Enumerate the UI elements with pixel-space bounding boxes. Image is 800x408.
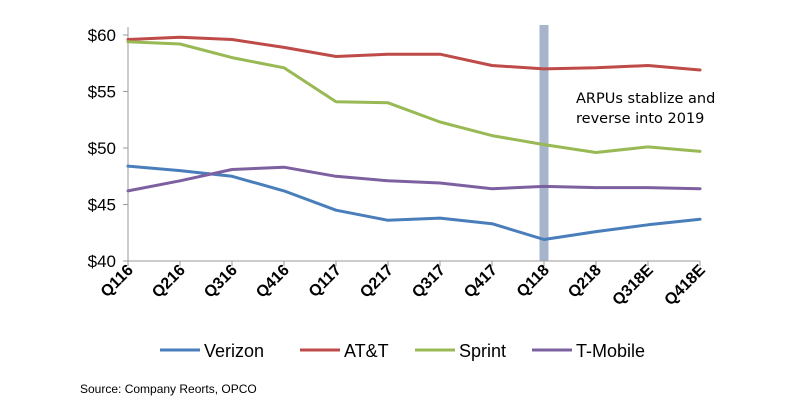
- legend-label-sprint: Sprint: [459, 341, 506, 361]
- legend-label-t-mobile: T-Mobile: [576, 341, 645, 361]
- x-tick-label: Q416: [253, 262, 293, 302]
- x-tick-label: Q316: [201, 262, 241, 302]
- y-tick-label: $40: [88, 252, 116, 271]
- annotation-text: reverse into 2019: [576, 111, 704, 127]
- y-tick-label: $60: [88, 26, 116, 45]
- x-tick-label: Q217: [357, 262, 397, 302]
- series-line-at-t: [126, 35, 702, 72]
- legend-label-at-t: AT&T: [344, 341, 389, 361]
- x-tick-label: Q218: [565, 262, 605, 302]
- series-line-sprint: [126, 40, 702, 154]
- x-tick-label: Q417: [461, 262, 501, 302]
- y-tick-label: $50: [88, 139, 116, 158]
- x-tick-label: Q216: [149, 262, 189, 302]
- source-note: Source: Company Reorts, OPCO: [80, 382, 257, 396]
- series-line-verizon: [126, 164, 702, 241]
- x-tick-label: Q418E: [662, 262, 709, 309]
- series-line-t-mobile: [126, 165, 702, 193]
- y-tick-label: $45: [88, 196, 116, 215]
- x-tick-label: Q118: [514, 262, 553, 301]
- legend-label-verizon: Verizon: [204, 341, 264, 361]
- annotation-text: ARPUs stablize and: [576, 91, 715, 107]
- x-tick-label: Q317: [409, 262, 449, 302]
- y-tick-label: $55: [88, 83, 116, 102]
- x-tick-label: Q117: [306, 262, 345, 301]
- highlight-band: [539, 25, 549, 261]
- x-tick-label: Q318E: [610, 262, 657, 309]
